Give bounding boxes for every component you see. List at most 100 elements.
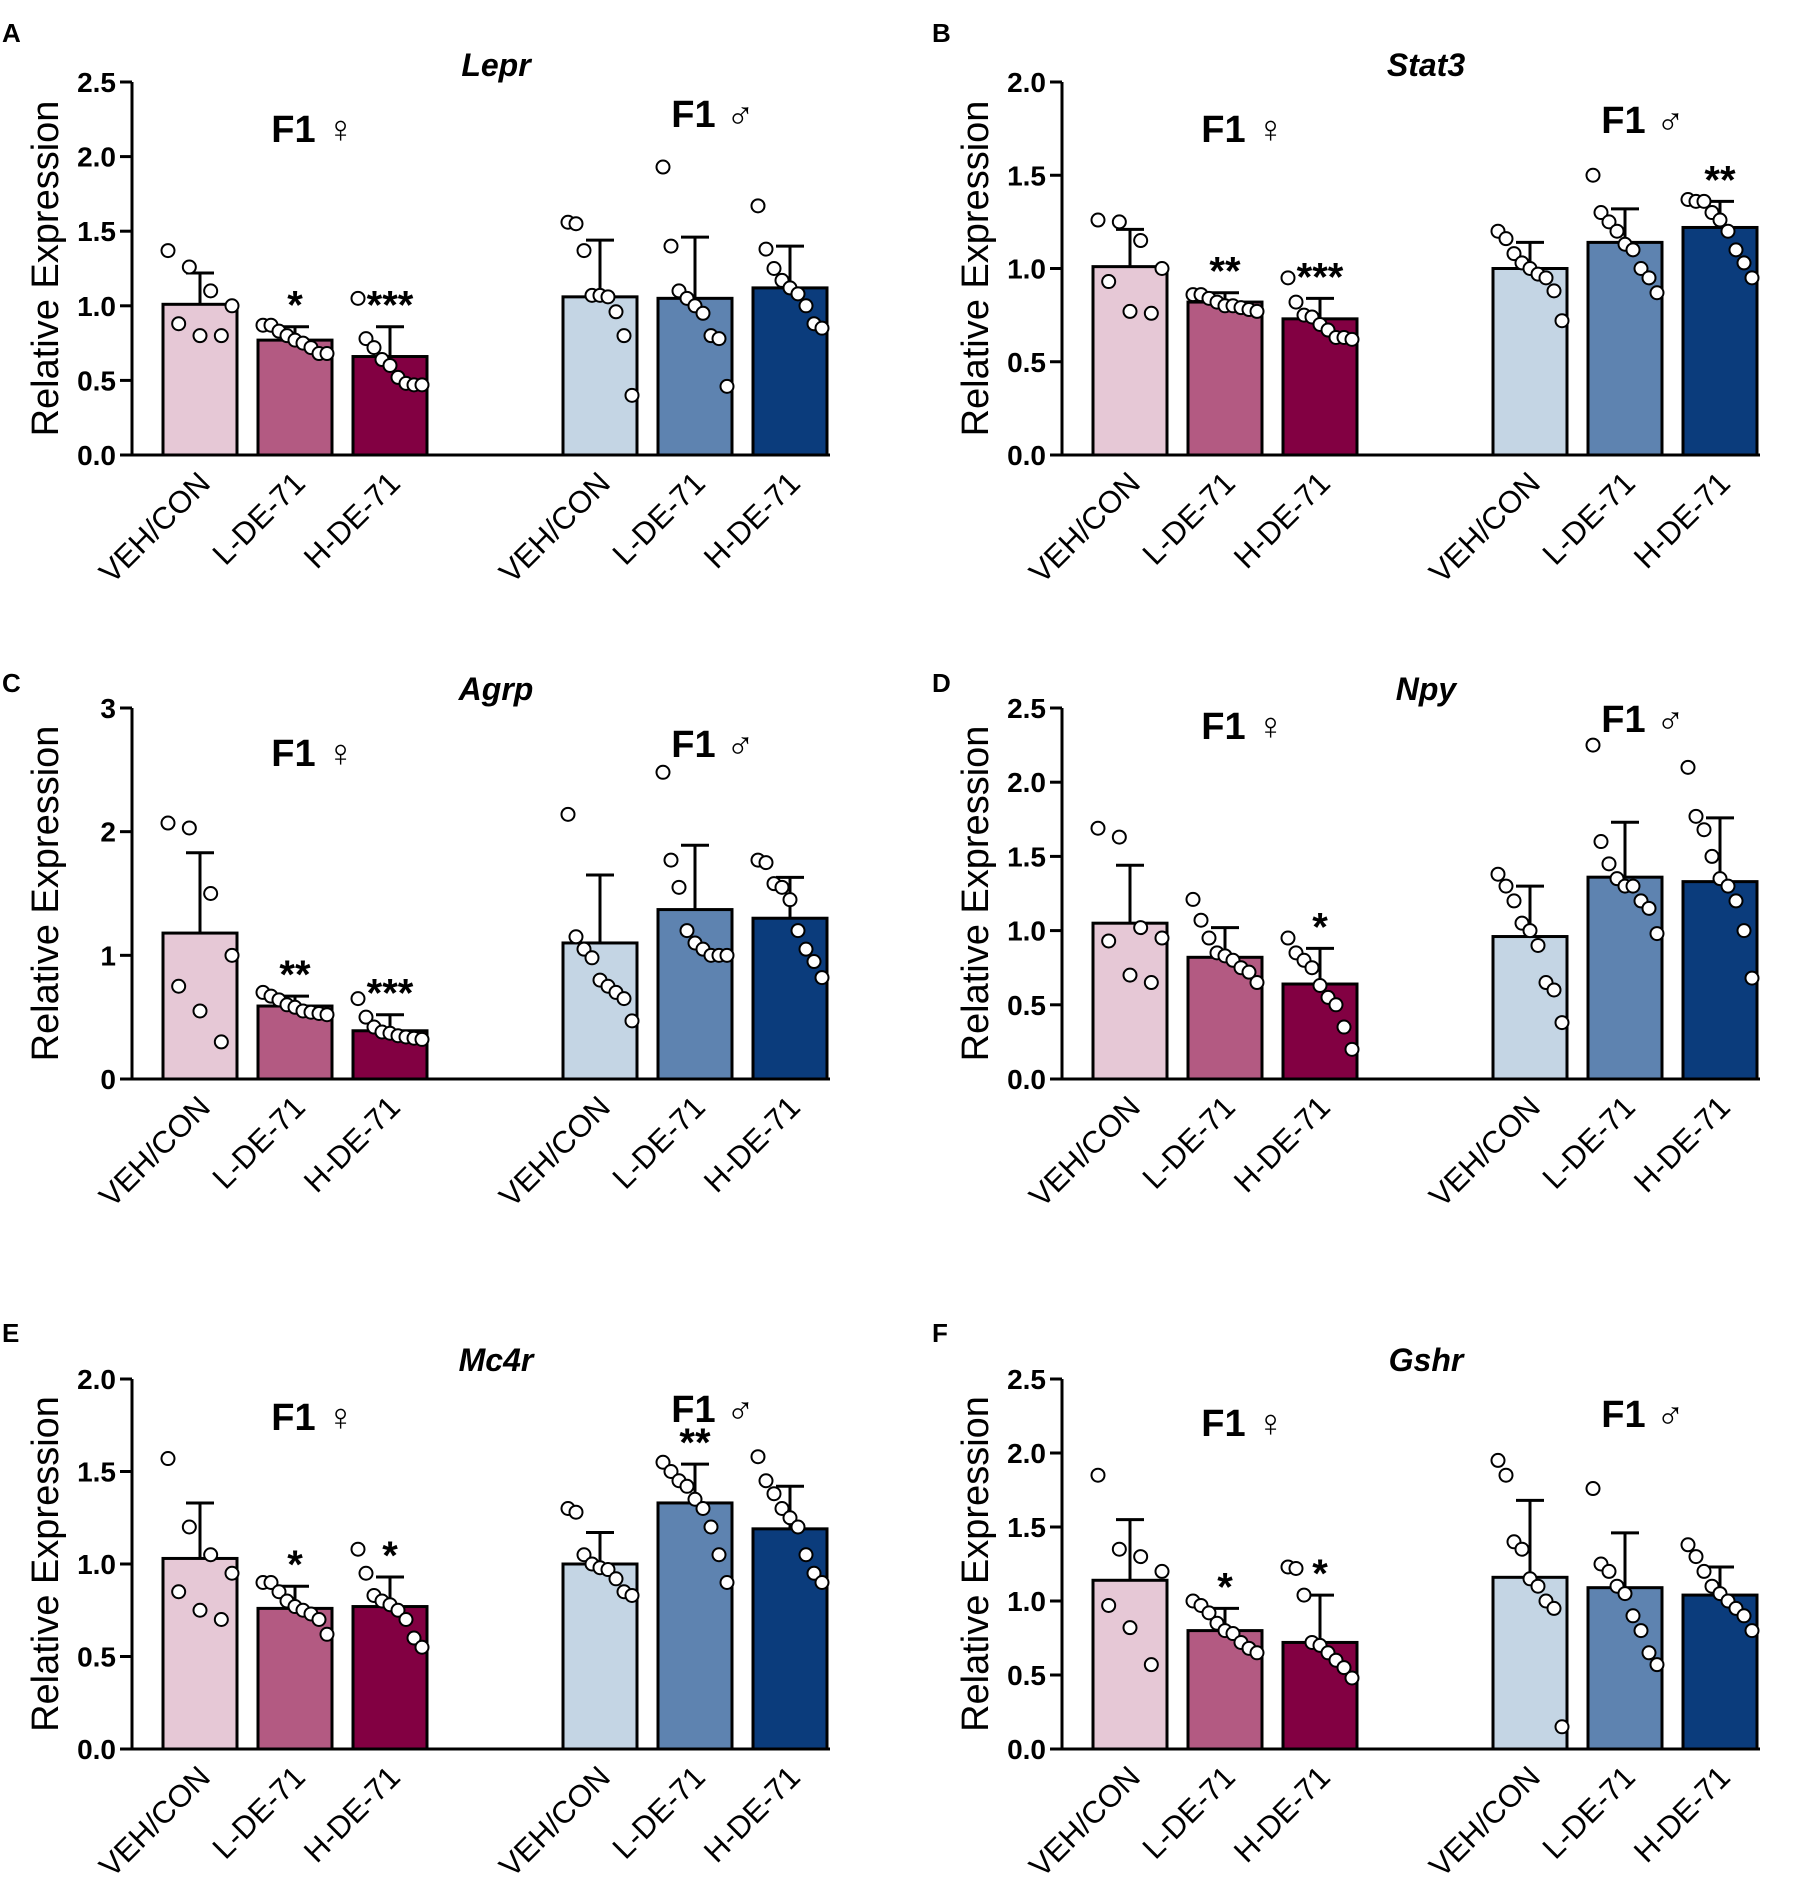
bar xyxy=(751,286,829,457)
data-point xyxy=(663,238,679,254)
data-point xyxy=(192,328,208,344)
data-point xyxy=(711,331,727,347)
data-point xyxy=(1530,1578,1546,1594)
data-point xyxy=(1688,808,1704,824)
data-point xyxy=(271,1584,287,1600)
x-tick-label: H-DE-71 xyxy=(1227,1089,1337,1199)
data-point xyxy=(319,1626,335,1642)
data-point xyxy=(350,1541,366,1557)
data-point xyxy=(814,1575,830,1590)
data-point xyxy=(703,1519,719,1535)
data-point xyxy=(203,1547,219,1563)
data-point xyxy=(1101,933,1117,949)
data-point xyxy=(1633,261,1649,276)
data-point xyxy=(1133,920,1149,936)
data-point xyxy=(1546,1600,1562,1616)
data-point xyxy=(1101,1597,1117,1613)
data-point xyxy=(584,950,600,966)
data-point xyxy=(224,298,240,314)
y-tick-label: 0 xyxy=(100,1064,116,1095)
data-point xyxy=(1288,1560,1304,1576)
bar xyxy=(351,1605,429,1751)
data-point xyxy=(1344,1041,1360,1057)
data-point xyxy=(160,243,176,259)
y-tick-label: 1.5 xyxy=(1007,841,1046,872)
significance-marker: ** xyxy=(679,1421,711,1465)
data-point xyxy=(1625,242,1641,258)
x-tick-label: VEH/CON xyxy=(1022,465,1147,590)
data-point xyxy=(663,852,679,868)
data-point xyxy=(1288,294,1304,310)
group-label-male: F1 ♂ xyxy=(671,94,754,136)
x-tick-label: L-DE-71 xyxy=(206,1089,312,1195)
y-tick-label: 0.0 xyxy=(77,440,116,471)
y-tick-label: 2.0 xyxy=(1007,1438,1046,1469)
data-point xyxy=(766,1486,782,1502)
data-point xyxy=(1185,891,1201,907)
data-point xyxy=(814,970,830,986)
data-point xyxy=(774,879,790,895)
data-point xyxy=(203,886,219,901)
y-tick-label: 2.5 xyxy=(1007,1364,1046,1395)
x-tick-label: H-DE-71 xyxy=(1627,465,1737,575)
data-point xyxy=(1522,923,1538,939)
data-point xyxy=(750,1449,766,1465)
data-point xyxy=(414,1639,430,1655)
y-tick-label: 2.0 xyxy=(1007,67,1046,98)
data-point xyxy=(782,1510,798,1526)
data-point xyxy=(319,346,335,362)
significance-marker: ** xyxy=(1209,250,1241,294)
chart-panel-d: D Npy Relative Expression 0.0 0.5 1.0 1.5 2.0 2.… xyxy=(932,668,1760,1214)
data-point xyxy=(181,259,197,275)
data-point xyxy=(798,1547,814,1563)
data-point xyxy=(1122,303,1138,319)
data-point xyxy=(1720,223,1736,239)
data-point xyxy=(671,879,687,895)
data-point xyxy=(1649,926,1665,942)
y-tick-label: 1.0 xyxy=(77,291,116,322)
group-label-male: F1 ♂ xyxy=(671,1389,754,1431)
data-point xyxy=(171,316,187,332)
data-point xyxy=(213,1034,229,1050)
chart-panel-b: B Stat3 Relative Expression 0.0 0.5 1.0 1.5 2.0… xyxy=(932,18,1760,590)
data-point xyxy=(1336,1019,1352,1035)
data-point xyxy=(1090,820,1106,836)
x-tick-label: L-DE-71 xyxy=(206,1759,312,1865)
data-point xyxy=(1696,1563,1712,1579)
data-point xyxy=(1554,313,1570,329)
data-point xyxy=(1554,1015,1570,1031)
data-point xyxy=(1090,1467,1106,1483)
data-point xyxy=(695,1501,711,1516)
data-point xyxy=(1249,975,1265,991)
data-point xyxy=(1688,1549,1704,1565)
panel-letter: D xyxy=(932,668,951,698)
y-tick-label: 1.5 xyxy=(1007,1512,1046,1543)
x-tick-label: VEH/CON xyxy=(92,1089,217,1214)
data-point xyxy=(1585,737,1601,753)
group-label-female: F1 ♀ xyxy=(271,733,354,775)
data-point xyxy=(171,978,187,994)
data-point xyxy=(1143,1657,1159,1673)
data-point xyxy=(1736,1608,1752,1624)
data-point xyxy=(568,1504,584,1520)
data-point xyxy=(624,387,640,403)
data-point xyxy=(358,1009,374,1025)
chart-panel-a: A Lepr Relative Expression 0.0 0.5 1.0 1.5 2.0 2… xyxy=(2,18,830,590)
data-point xyxy=(1585,1481,1601,1497)
group-label-female: F1 ♀ xyxy=(1201,706,1284,748)
y-tick-label: 1.5 xyxy=(1007,160,1046,191)
data-point xyxy=(679,923,695,939)
data-point xyxy=(203,283,219,299)
data-point xyxy=(774,1501,790,1516)
data-point xyxy=(750,198,766,214)
bar xyxy=(656,1501,734,1751)
data-point xyxy=(568,929,584,945)
data-point xyxy=(1249,1645,1265,1661)
y-axis-label: Relative Expression xyxy=(25,101,67,437)
data-point xyxy=(1241,964,1257,980)
data-point xyxy=(1680,1537,1696,1553)
data-point xyxy=(1133,233,1149,249)
data-point xyxy=(1617,1586,1633,1602)
significance-marker: ** xyxy=(1704,158,1736,202)
